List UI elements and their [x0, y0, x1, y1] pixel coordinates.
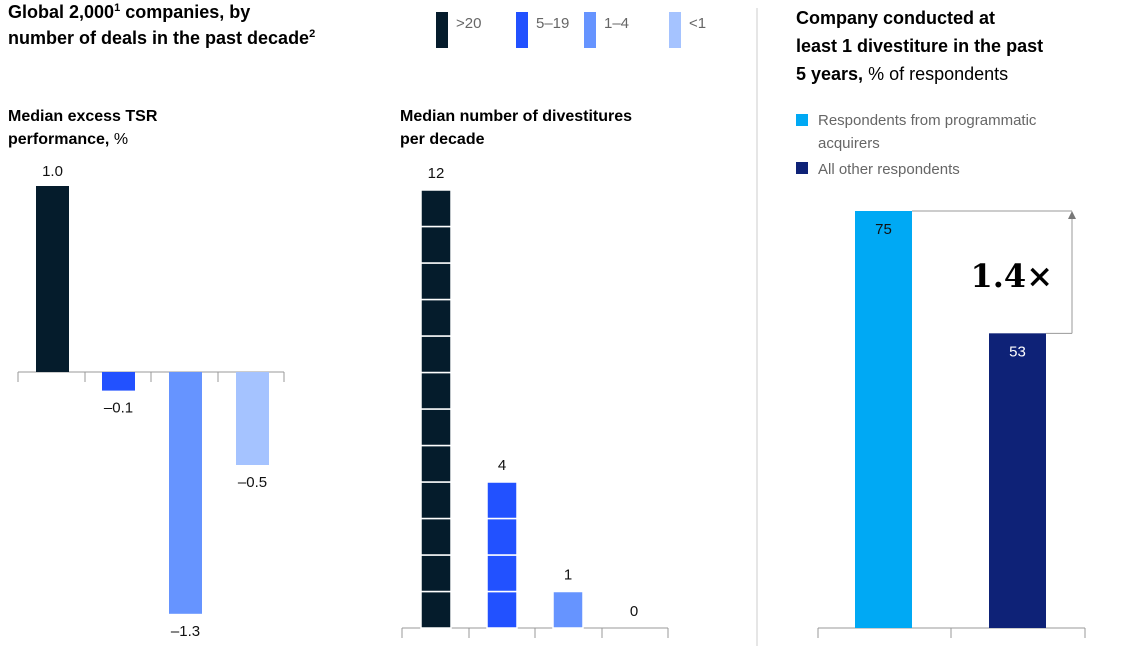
chart2-block-0-3: [420, 481, 452, 520]
bracket-arrow: [1068, 211, 1076, 219]
multiplier-label: 1.4×: [971, 257, 1053, 295]
right-title-line3: 5 years, % of respondents: [796, 64, 1008, 84]
chart2-block-1-3: [486, 481, 518, 520]
chart2-title-line1: Median number of divestitures: [400, 108, 632, 125]
chart1-label-1: –0.1: [104, 400, 133, 417]
right-title-line1: Company conducted at: [796, 8, 995, 28]
chart2-block-0-8: [420, 298, 452, 337]
chart1-bar-2: [169, 372, 202, 614]
chart3-bar-0: [855, 211, 912, 628]
chart2-block-0-10: [420, 225, 452, 264]
legend-label-programmatic: Respondents from programmatic: [818, 112, 1037, 129]
chart3-label-1: 53: [1009, 343, 1026, 360]
chart1-label-2: –1.3: [171, 623, 200, 640]
chart1-title-line2: performance, %: [8, 131, 128, 148]
chart2-block-0-11: [420, 189, 452, 228]
chart2-label-0: 12: [428, 165, 445, 182]
chart2-block-0-9: [420, 262, 452, 301]
legend-swatch-1: [516, 12, 528, 48]
chart2-label-1: 4: [498, 457, 506, 474]
chart2-block-1-1: [486, 554, 518, 593]
chart1-bar-0: [36, 186, 69, 372]
legend: >20 5–19 1–4 <1: [436, 12, 706, 48]
chart3-bar-1: [989, 333, 1046, 628]
legend-label-0: >20: [456, 15, 481, 32]
legend-swatch-3: [669, 12, 681, 48]
legend-label-1: 5–19: [536, 15, 569, 32]
chart2-block-0-7: [420, 335, 452, 374]
chart2-block-0-1: [420, 554, 452, 593]
chart1-bar-1: [102, 372, 135, 391]
left-title-line1: Global 2,0001 companies, by: [8, 2, 250, 22]
chart2-block-0-4: [420, 444, 452, 483]
chart1-label-3: –0.5: [238, 474, 267, 491]
legend-label-2: 1–4: [604, 15, 629, 32]
right-title-line2: least 1 divestiture in the past: [796, 36, 1043, 56]
chart2-block-1-2: [486, 517, 518, 556]
footnote-2: 2: [309, 28, 315, 40]
chart2-block-0-0: [420, 590, 452, 629]
legend-swatch-0: [436, 12, 448, 48]
chart2-block-0-5: [420, 408, 452, 447]
legend-swatch-2: [584, 12, 596, 48]
chart1-label-0: 1.0: [42, 163, 63, 180]
left-title-line2: number of deals in the past decade2: [8, 28, 315, 48]
chart2-block-1-0: [486, 590, 518, 629]
legend-label-3: <1: [689, 15, 706, 32]
chart2-block-2-0: [552, 590, 584, 629]
chart2-label-2: 1: [564, 567, 572, 584]
legend-label-programmatic-2: acquirers: [818, 135, 880, 152]
divestiture-respondents-chart: 75 53 1.4×: [817, 210, 1086, 638]
tsr-chart: 1.0 –0.1 –1.3 –0.5: [17, 163, 285, 640]
legend-swatch-programmatic: [796, 114, 808, 126]
chart2-title-line2: per decade: [400, 131, 485, 148]
chart3-label-0: 75: [875, 221, 892, 238]
chart2-label-3: 0: [630, 603, 638, 620]
chart1-bar-3: [236, 372, 269, 465]
legend-label-other: All other respondents: [818, 161, 960, 178]
divestitures-chart: 12 4 1 0: [401, 165, 669, 638]
chart2-block-0-6: [420, 371, 452, 410]
footnote-1: 1: [114, 2, 120, 14]
legend-swatch-other: [796, 162, 808, 174]
chart2-block-0-2: [420, 517, 452, 556]
chart1-title-line1: Median excess TSR: [8, 108, 158, 125]
